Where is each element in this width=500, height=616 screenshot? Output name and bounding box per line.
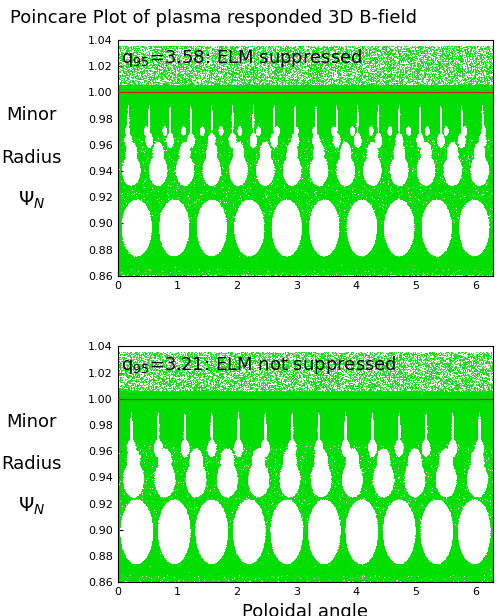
- Text: q$_{95}$=3.58: ELM suppressed: q$_{95}$=3.58: ELM suppressed: [121, 47, 362, 69]
- Text: Minor: Minor: [6, 413, 56, 431]
- Text: Poincare Plot of plasma responded 3D B-field: Poincare Plot of plasma responded 3D B-f…: [10, 9, 417, 27]
- Text: Minor: Minor: [6, 107, 56, 124]
- Text: $\Psi_N$: $\Psi_N$: [18, 190, 45, 211]
- Text: Radius: Radius: [1, 149, 62, 167]
- Text: Radius: Radius: [1, 455, 62, 473]
- Text: q$_{95}$=3.21: ELM not suppressed: q$_{95}$=3.21: ELM not suppressed: [121, 354, 397, 376]
- Text: $\Psi_N$: $\Psi_N$: [18, 496, 45, 517]
- X-axis label: Poloidal angle: Poloidal angle: [242, 602, 368, 616]
